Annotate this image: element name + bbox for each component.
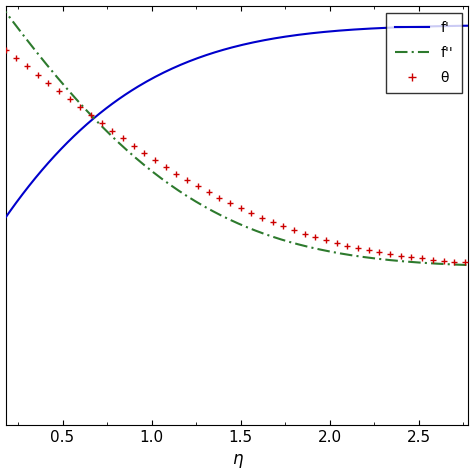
- X-axis label: η: η: [232, 450, 242, 468]
- Legend: f', f'', θ: f', f'', θ: [386, 12, 462, 93]
